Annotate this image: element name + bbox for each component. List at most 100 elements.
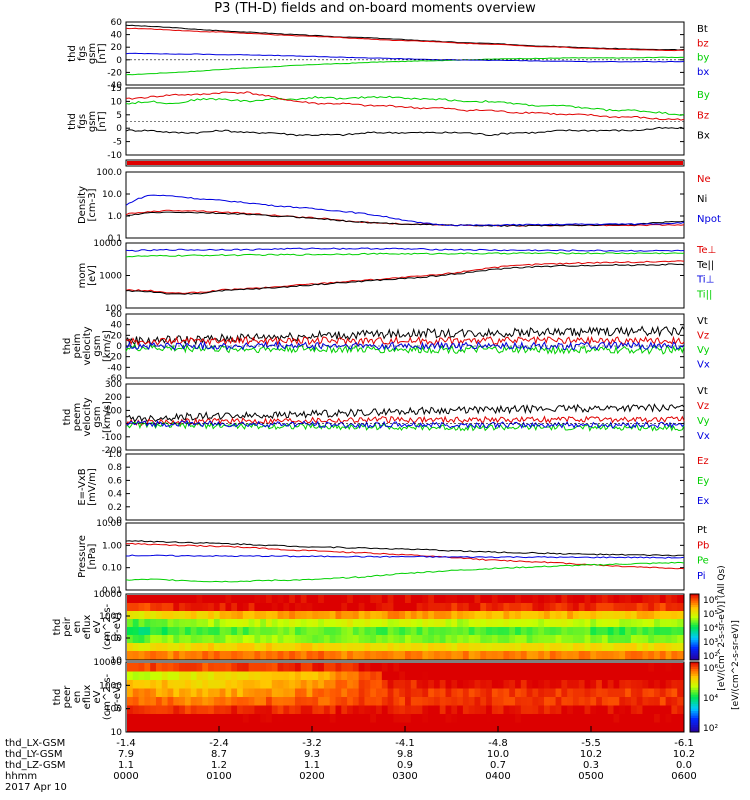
heatmap-cell [665, 697, 673, 707]
heatmap-cell [150, 627, 157, 636]
heatmap-cell [445, 603, 452, 612]
heatmap-cell [462, 671, 470, 681]
heatmap-cell [572, 611, 580, 620]
heatmap-cell [318, 688, 325, 698]
heatmap-cell [225, 619, 232, 628]
heatmap-cell [312, 663, 319, 673]
y-axis-label: peim [72, 333, 83, 358]
heatmap-cell [376, 611, 383, 620]
heatmap-cell [323, 680, 331, 690]
heatmap-cell [179, 619, 186, 628]
heatmap-cell [665, 635, 673, 644]
ephem-value: -1.4 [116, 738, 136, 749]
heatmap-cell [654, 651, 661, 660]
heatmap-cell [451, 722, 458, 732]
heatmap-cell [607, 595, 615, 604]
heatmap-cell [578, 627, 586, 636]
colorbar-upper-tick: 10⁵ [703, 610, 718, 620]
heatmap-cell [364, 635, 371, 644]
heatmap-cell [665, 643, 673, 652]
heatmap-cell [619, 611, 626, 620]
heatmap-cell [150, 722, 157, 732]
heatmap-cell [619, 651, 626, 660]
heatmap-cell [184, 627, 192, 636]
heatmap-cell [544, 688, 551, 698]
heatmap-cell [538, 697, 545, 707]
heatmap-cell [358, 688, 366, 698]
heatmap-cell [654, 705, 661, 715]
heatmap-cell [654, 688, 661, 698]
heatmap-cell [167, 680, 174, 690]
heatmap-cell [376, 619, 383, 628]
heatmap-cell [271, 627, 279, 636]
heatmap-cell [155, 697, 163, 707]
heatmap-cell [532, 619, 539, 628]
heatmap-cell [630, 603, 638, 612]
heatmap-cell [387, 722, 395, 732]
heatmap-cell [196, 680, 203, 690]
heatmap-cell [358, 603, 366, 612]
heatmap-cell [376, 643, 383, 652]
heatmap-cell [619, 697, 626, 707]
heatmap-cell [399, 663, 406, 673]
heatmap-cell [347, 651, 354, 660]
heatmap-cell [630, 627, 638, 636]
colorbar-upper-swatch [690, 633, 699, 637]
legend-pressure-0: Pt [697, 525, 707, 536]
heatmap-cell [445, 643, 452, 652]
heatmap-cell [428, 714, 435, 724]
heatmap-cell [179, 663, 186, 673]
heatmap-cell [155, 714, 163, 724]
heatmap-cell [654, 722, 661, 732]
y-axis-label: gsm [87, 43, 98, 64]
heatmap-cell [572, 595, 580, 604]
heatmap-cell [347, 714, 354, 724]
heatmap-cell [306, 619, 313, 628]
heatmap-cell [208, 651, 215, 660]
heatmap-cell [526, 663, 534, 673]
heatmap-cell [190, 611, 198, 620]
heatmap-cell [294, 705, 302, 715]
heatmap-cell [196, 635, 203, 644]
heatmap-cell [231, 714, 238, 724]
heatmap-cell [173, 595, 180, 604]
heatmap-cell [491, 722, 499, 732]
heatmap-cell [329, 714, 337, 724]
heatmap-cell [132, 671, 140, 681]
heatmap-cell [654, 595, 661, 604]
heatmap-cell [532, 611, 539, 620]
ephem-value: 10.2 [580, 749, 602, 760]
y-axis-label: thd [67, 45, 78, 62]
heatmap-cell [636, 697, 644, 707]
heatmap-cell [161, 635, 169, 644]
heatmap-cell [561, 635, 568, 644]
heatmap-cell [231, 697, 238, 707]
heatmap-cell [179, 643, 186, 652]
heatmap-cell [462, 705, 470, 715]
heatmap-cell [474, 627, 481, 636]
heatmap-cell [578, 663, 586, 673]
series-fgs-gsm-bz [125, 27, 684, 52]
heatmap-cell [184, 714, 192, 724]
heatmap-cell [555, 680, 562, 690]
heatmap-cell [266, 680, 273, 690]
series-fgs-gsm-Bt [125, 24, 685, 51]
heatmap-cell [630, 635, 638, 644]
heatmap-cell [283, 619, 290, 628]
heatmap-cell [480, 663, 487, 673]
heatmap-cell [225, 635, 232, 644]
heatmap-cell [150, 635, 157, 644]
y-tick-label: 0 [116, 56, 122, 66]
heatmap-cell [665, 688, 673, 698]
heatmap-cell [433, 611, 441, 620]
heatmap-cell [318, 627, 325, 636]
heatmap-cell [532, 643, 539, 652]
heatmap-cell [294, 697, 302, 707]
heatmap-cell [538, 680, 545, 690]
heatmap-cell [677, 595, 684, 604]
heatmap-cell [173, 611, 180, 620]
heatmap-cell [179, 627, 186, 636]
heatmap-cell [607, 635, 615, 644]
heatmap-cell [387, 611, 395, 620]
heatmap-cell [549, 663, 557, 673]
